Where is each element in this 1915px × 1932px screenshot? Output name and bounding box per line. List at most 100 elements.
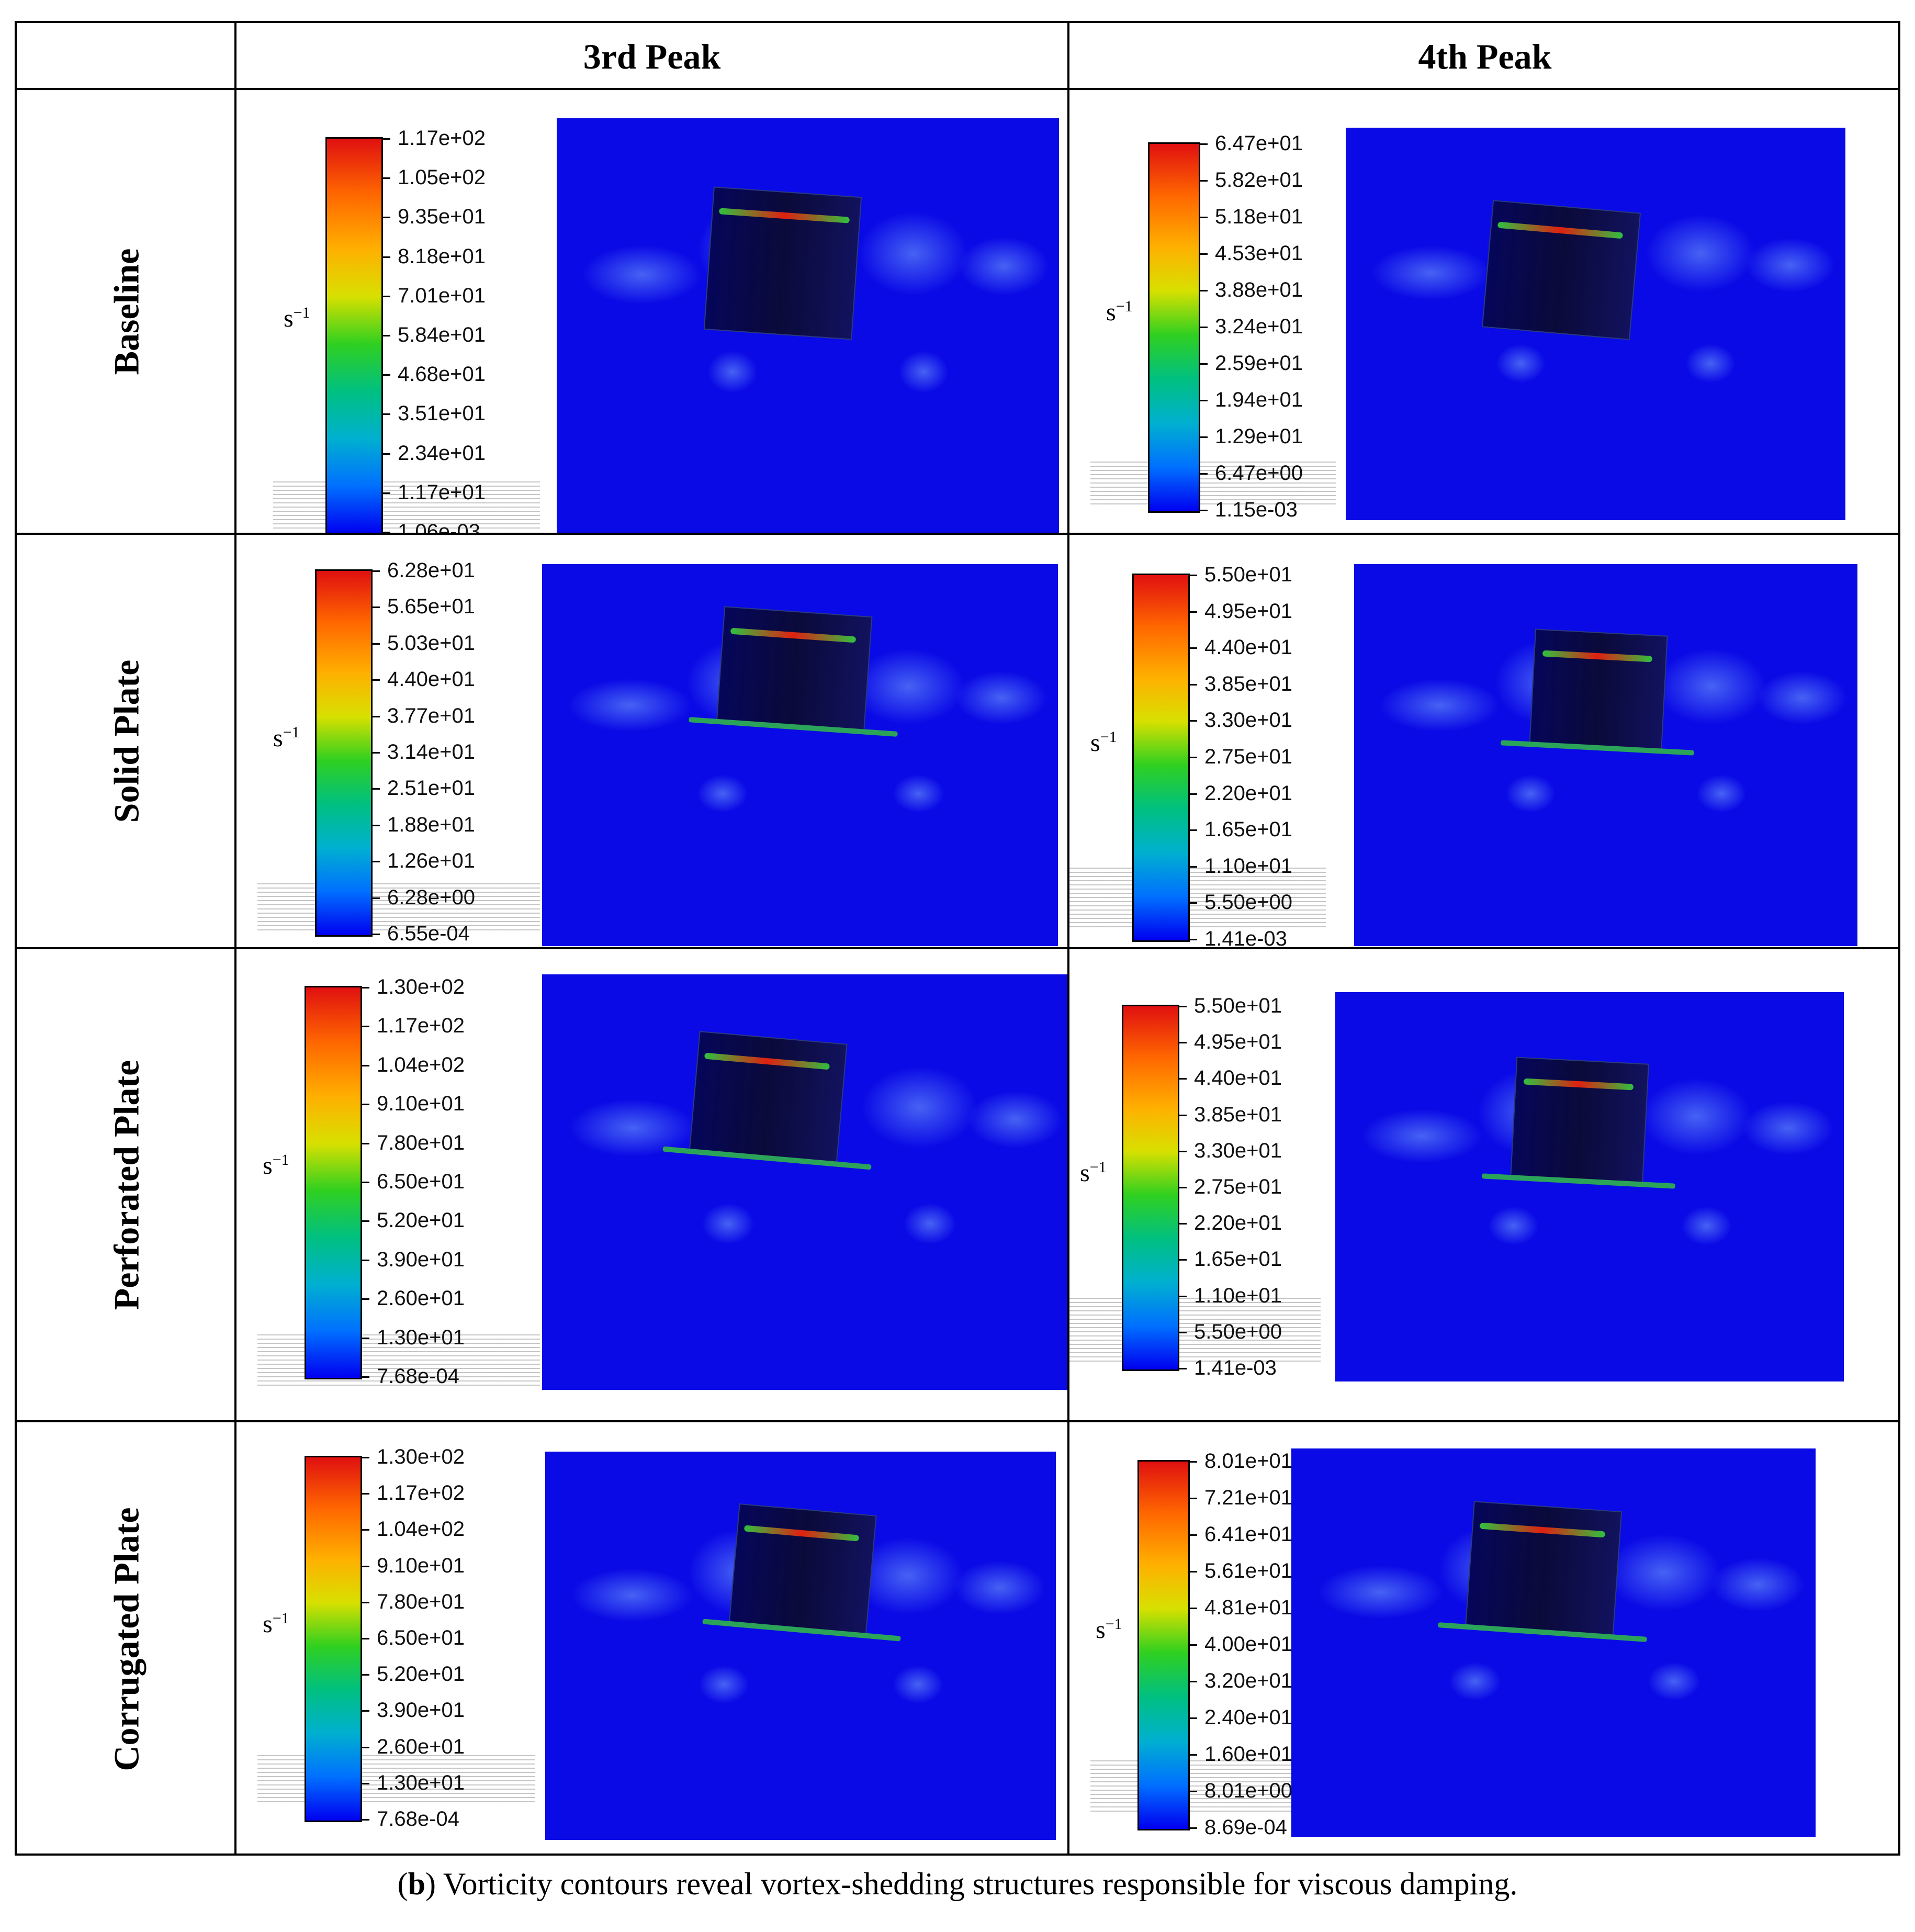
colorbar <box>1137 1460 1190 1830</box>
contour-panel-solid-plate-4th-peak: s−1 5.50e+01 4.95e+01 4.40e+01 3.85e+01 3.30e… <box>1069 535 1900 947</box>
colorbar-tick-label: 9.10e+01 <box>377 1092 465 1116</box>
colorbar-tick-label: 5.82e+01 <box>1215 169 1303 192</box>
colorbar-tick-label: 3.88e+01 <box>1215 278 1303 301</box>
colorbar-tick-label: 3.20e+01 <box>1204 1669 1292 1692</box>
vortex-wake <box>568 679 692 733</box>
grid-line <box>17 533 1898 535</box>
colorbar-tick-label: 2.34e+01 <box>398 441 486 465</box>
colorbar-tick-label: 3.30e+01 <box>1204 709 1292 732</box>
floating-body <box>728 1503 877 1638</box>
vortex-wake <box>1370 245 1491 300</box>
colorbar-tick-label: 7.21e+01 <box>1204 1486 1292 1509</box>
colorbar-tick-label: 5.20e+01 <box>377 1209 465 1232</box>
colorbar-tick-label: 5.61e+01 <box>1204 1559 1292 1582</box>
colorbar-tick-label: 2.40e+01 <box>1204 1706 1292 1729</box>
vortex-wake <box>1756 671 1848 725</box>
vortex-wake <box>954 671 1048 725</box>
colorbar-tick-label: 5.50e+01 <box>1204 563 1292 586</box>
colorbar-tick-label: 6.50e+01 <box>377 1170 465 1193</box>
colorbar-tick-label: 1.15e-03 <box>1215 498 1298 521</box>
colorbar-tick-label: 2.75e+01 <box>1194 1175 1282 1198</box>
vortex-wake <box>892 1665 944 1704</box>
colorbar-tick-label: 1.60e+01 <box>1204 1743 1292 1766</box>
vorticity-contour-image <box>557 118 1059 533</box>
vorticity-contour-image <box>1354 564 1857 946</box>
vorticity-contour-image <box>1335 992 1844 1381</box>
vortex-wake <box>1656 648 1767 725</box>
colorbar-tick-label: 4.68e+01 <box>398 363 486 386</box>
hatch-background <box>257 880 540 931</box>
contour-panel-perforated-plate-3rd-peak: s−1 1.30e+02 1.17e+02 1.04e+02 9.10e+01 7.80e… <box>236 949 1067 1420</box>
column-header-4th-peak: 4th Peak <box>1418 36 1552 76</box>
vortex-wake <box>1379 679 1500 733</box>
vortex-wake <box>1505 774 1556 813</box>
vortex-wake <box>1448 1662 1501 1701</box>
colorbar-tick-label: 4.40e+01 <box>387 668 475 691</box>
colorbar-tick-label: 5.20e+01 <box>377 1663 465 1686</box>
colorbar-tick-label: 2.20e+01 <box>1194 1211 1282 1235</box>
unit-label: s−1 <box>284 304 310 333</box>
colorbar-tick-label: 3.51e+01 <box>398 402 486 425</box>
colorbar-tick-label: 2.60e+01 <box>377 1287 465 1310</box>
colorbar-tick-label: 6.41e+01 <box>1204 1523 1292 1546</box>
vortex-wake <box>1681 1206 1732 1245</box>
vortex-wake <box>582 245 703 305</box>
colorbar-tick-label: 1.65e+01 <box>1194 1248 1282 1271</box>
colorbar-tick-label: 8.18e+01 <box>398 244 486 268</box>
vortex-wake <box>858 211 969 296</box>
colorbar-tick-label: 1.10e+01 <box>1194 1284 1282 1307</box>
vortex-wake <box>861 1065 978 1149</box>
caption-text: Vorticity contours reveal vortex-sheddin… <box>443 1867 1518 1901</box>
colorbar-tick-label: 1.30e+02 <box>377 975 465 998</box>
figure-table: 3rd Peak 4th Peak Baseline Solid Plate P… <box>15 21 1900 1856</box>
colorbar <box>1148 142 1200 513</box>
colorbar-tick-label: 9.35e+01 <box>398 205 486 229</box>
floating-body <box>1529 628 1668 753</box>
colorbar-tick-label: 7.80e+01 <box>377 1590 465 1613</box>
vortex-wake <box>898 351 949 394</box>
vortex-wake <box>698 1665 750 1704</box>
hatch-background <box>1069 1295 1321 1363</box>
colorbar-tick-label: 8.01e+01 <box>1204 1450 1292 1473</box>
colorbar <box>325 137 383 533</box>
colorbar <box>305 986 362 1379</box>
vortex-wake <box>1745 238 1835 293</box>
colorbar-tick-label: 5.50e+00 <box>1194 1320 1282 1343</box>
vorticity-contour-image <box>1291 1448 1816 1837</box>
floating-body <box>689 1031 848 1166</box>
colorbar-tick-label: 1.06e-03 <box>398 520 480 533</box>
colorbar-tick-label: 3.85e+01 <box>1204 672 1292 695</box>
vorticity-contour-image <box>1346 128 1845 520</box>
colorbar-tick-label: 8.69e-04 <box>1204 1816 1287 1839</box>
hatch-background <box>1090 458 1336 506</box>
grid-line <box>17 947 1898 949</box>
vortex-wake <box>1742 1101 1834 1156</box>
colorbar-tick-label: 9.10e+01 <box>377 1554 465 1577</box>
colorbar-tick-label: 3.77e+01 <box>387 704 475 727</box>
vortex-wake <box>903 1203 957 1245</box>
colorbar-tick-label: 2.20e+01 <box>1204 781 1292 805</box>
unit-label: s−1 <box>273 723 300 752</box>
colorbar-tick-label: 6.50e+01 <box>377 1626 465 1649</box>
row-header-solid-plate: Solid Plate <box>106 659 147 823</box>
colorbar-tick-label: 4.53e+01 <box>1215 242 1303 265</box>
unit-label: s−1 <box>1106 298 1133 327</box>
vortex-wake <box>1640 1077 1753 1156</box>
colorbar-tick-label: 3.85e+01 <box>1194 1103 1282 1126</box>
vortex-wake <box>893 774 945 813</box>
colorbar-tick-label: 7.68e-04 <box>377 1365 459 1388</box>
colorbar-tick-label: 1.30e+02 <box>377 1445 465 1468</box>
hatch-background <box>1069 864 1326 927</box>
row-header-perforated-plate: Perforated Plate <box>106 1060 147 1310</box>
vortex-wake <box>959 237 1049 296</box>
colorbar-tick-label: 1.41e-03 <box>1204 927 1287 947</box>
colorbar-tick-label: 7.01e+01 <box>398 284 486 307</box>
vortex-wake <box>1646 214 1756 293</box>
colorbar-tick-label: 1.29e+01 <box>1215 425 1303 448</box>
colorbar-tick-label: 4.95e+01 <box>1194 1030 1282 1054</box>
colorbar-tick-label: 7.68e-04 <box>377 1807 459 1830</box>
grid-line <box>1067 23 1069 1854</box>
colorbar-tick-label: 1.41e-03 <box>1194 1356 1277 1379</box>
row-header-corrugated-plate: Corrugated Plate <box>106 1507 147 1771</box>
colorbar-tick-label: 1.05e+02 <box>398 166 486 189</box>
